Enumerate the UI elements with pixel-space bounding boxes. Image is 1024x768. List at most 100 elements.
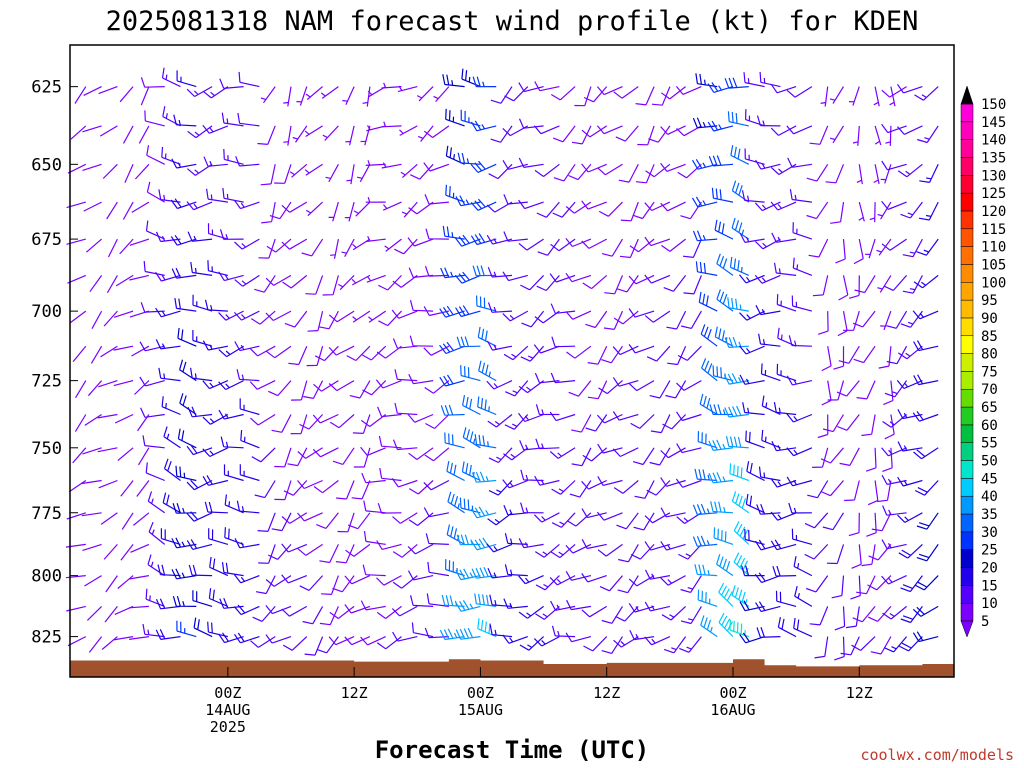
wind-barb — [739, 310, 765, 321]
wind-barb-stroke — [363, 500, 386, 514]
wind-barb — [518, 199, 544, 210]
wind-barb — [793, 617, 813, 638]
wind-barb — [363, 531, 386, 545]
wind-barb — [836, 380, 860, 397]
wind-barb — [445, 559, 465, 577]
wind-barb-stroke — [307, 310, 324, 332]
wind-barb-stroke — [470, 160, 497, 173]
wind-barb-stroke — [897, 83, 923, 94]
wind-barb — [222, 187, 244, 203]
wind-barb — [408, 480, 434, 495]
wind-barb — [474, 434, 497, 449]
wind-barb — [716, 554, 734, 577]
wind-barb — [581, 508, 607, 519]
wind-barb — [852, 310, 876, 328]
wind-barb-stroke — [234, 274, 260, 287]
wind-barb-stroke — [644, 541, 671, 551]
wind-barb-stroke — [549, 411, 576, 422]
wind-barb — [566, 512, 592, 527]
wind-barb — [476, 295, 497, 312]
wind-barb — [677, 345, 702, 361]
wind-barb — [407, 237, 434, 247]
wind-barb — [776, 363, 797, 382]
wind-barb — [489, 624, 513, 638]
wind-barb-stroke — [487, 414, 513, 428]
colorbar-swatch — [960, 210, 974, 230]
wind-barb-stroke — [865, 447, 877, 472]
wind-barb — [518, 118, 544, 129]
wind-barb-stroke — [574, 86, 592, 107]
wind-barb-stroke — [344, 604, 371, 614]
wind-barb — [288, 345, 308, 366]
wind-barb — [565, 570, 592, 581]
wind-barb — [461, 461, 481, 482]
x-axis-tick-label: 00Z — [467, 684, 494, 702]
wind-barb — [238, 71, 260, 88]
wind-barb — [635, 164, 655, 184]
wind-barb — [202, 475, 229, 486]
wind-barb-stroke — [829, 125, 845, 144]
wind-barb-stroke — [454, 234, 481, 247]
wind-barb — [129, 636, 149, 640]
wind-barb-stroke — [885, 125, 892, 146]
wind-barb — [424, 266, 449, 277]
wind-barb — [148, 521, 166, 545]
wind-barb-stroke — [743, 72, 765, 88]
wind-barb — [697, 431, 718, 449]
wind-barb — [487, 302, 513, 313]
wind-barb — [219, 229, 244, 240]
wind-barb — [90, 345, 103, 364]
colorbar-tick-label: 55 — [981, 436, 998, 452]
wind-barb — [337, 512, 355, 533]
wind-barb — [186, 444, 213, 456]
wind-barb-stroke — [502, 634, 529, 644]
wind-barb-stroke — [845, 606, 860, 629]
wind-barb-stroke — [697, 431, 718, 449]
wind-barb-stroke — [503, 194, 528, 205]
wind-barb-stroke — [98, 479, 118, 489]
wind-barb — [581, 125, 608, 138]
wind-barb — [881, 123, 907, 134]
wind-barb — [365, 197, 386, 203]
wind-barb-stroke — [365, 197, 386, 203]
wind-barb — [129, 238, 150, 246]
wind-barb-stroke — [218, 345, 244, 358]
wind-barb-stroke — [897, 476, 923, 487]
wind-barb — [257, 125, 276, 145]
wind-barb — [568, 380, 592, 397]
wind-barb-stroke — [597, 543, 623, 557]
wind-barb — [739, 232, 765, 243]
wind-barb-stroke — [861, 544, 876, 567]
wind-barb-stroke — [87, 380, 103, 397]
wind-barb — [596, 125, 623, 135]
wind-barb — [360, 125, 371, 146]
wind-barb — [344, 604, 371, 614]
wind-barb-stroke — [113, 345, 134, 351]
wind-barb-stroke — [382, 201, 402, 211]
wind-barb-stroke — [852, 125, 860, 146]
wind-barb — [707, 120, 734, 132]
wind-barb — [714, 219, 734, 240]
wind-barb — [502, 271, 528, 282]
wind-barb — [283, 86, 292, 107]
y-axis-tick-label: 825 — [31, 628, 62, 648]
wind-barb — [520, 469, 544, 482]
wind-barb — [897, 476, 923, 487]
wind-barb — [233, 574, 260, 584]
wind-barb — [426, 593, 449, 607]
colorbar-swatch — [960, 442, 974, 461]
wind-barb — [254, 480, 276, 499]
wind-barb-stroke — [518, 238, 544, 251]
wind-barb-stroke — [724, 405, 749, 418]
wind-barb — [171, 267, 197, 279]
wind-barb — [352, 310, 371, 323]
wind-barb-stroke — [424, 380, 450, 394]
wind-barb — [352, 414, 371, 434]
wind-barb-stroke — [848, 86, 860, 106]
wind-barb — [250, 310, 276, 325]
wind-barb-stroke — [644, 236, 671, 247]
wind-barb — [423, 125, 450, 138]
wind-barb — [186, 201, 213, 211]
wind-barb-stroke — [90, 345, 103, 364]
wind-barb — [442, 74, 465, 88]
